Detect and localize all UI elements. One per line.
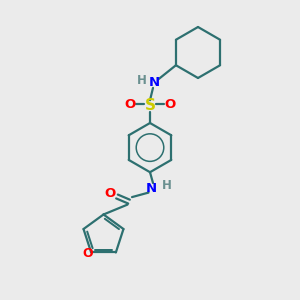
Text: O: O <box>124 98 135 111</box>
Text: O: O <box>83 248 94 260</box>
Text: O: O <box>165 98 176 111</box>
Text: O: O <box>105 187 116 200</box>
Text: N: N <box>145 182 157 195</box>
Text: H: H <box>162 179 172 192</box>
Text: S: S <box>145 98 155 113</box>
Text: H: H <box>137 74 147 87</box>
Text: N: N <box>149 76 160 89</box>
